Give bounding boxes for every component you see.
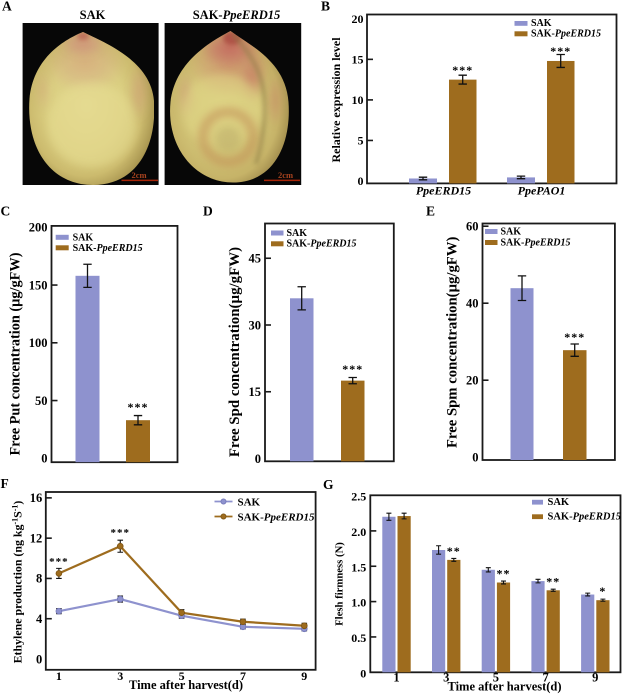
svg-text:SAK-PpeERD15: SAK-PpeERD15	[287, 239, 357, 250]
svg-text:SAK-PpeERD15: SAK-PpeERD15	[193, 8, 281, 22]
svg-text:F: F	[1, 476, 9, 491]
svg-text:***: ***	[452, 63, 473, 77]
svg-text:7: 7	[542, 671, 548, 685]
svg-text:15: 15	[249, 385, 262, 399]
svg-text:5: 5	[179, 669, 185, 683]
svg-text:*: *	[599, 584, 606, 598]
svg-text:***: ***	[342, 362, 363, 376]
svg-text:5: 5	[358, 133, 364, 147]
svg-text:16: 16	[30, 491, 43, 505]
svg-text:E: E	[426, 204, 435, 219]
svg-text:Free Put concentration (µg/gFW: Free Put concentration (µg/gFW)	[8, 252, 24, 455]
svg-text:PpePAO1: PpePAO1	[518, 184, 566, 198]
svg-text:12: 12	[30, 531, 43, 545]
svg-text:20: 20	[352, 12, 364, 26]
svg-text:4: 4	[36, 612, 43, 626]
svg-text:60: 60	[466, 220, 479, 234]
svg-text:1.0: 1.0	[351, 596, 366, 610]
svg-text:0: 0	[358, 174, 364, 188]
svg-text:Ethylene production (ng kg-1S-: Ethylene production (ng kg-1S-1)	[11, 501, 25, 664]
svg-text:2cm: 2cm	[278, 170, 293, 180]
svg-text:**: **	[447, 544, 461, 558]
svg-text:SAK-PpeERD15: SAK-PpeERD15	[548, 512, 622, 523]
svg-text:SAK: SAK	[531, 18, 552, 29]
svg-text:0.5: 0.5	[351, 631, 366, 645]
svg-text:***: ***	[564, 330, 585, 344]
svg-text:40: 40	[466, 297, 479, 311]
svg-text:8: 8	[36, 572, 42, 586]
svg-text:9: 9	[301, 669, 307, 683]
svg-text:30: 30	[249, 318, 262, 332]
svg-text:15: 15	[352, 52, 364, 66]
svg-text:D: D	[203, 204, 213, 219]
svg-text:3: 3	[117, 669, 123, 683]
svg-text:**: **	[497, 567, 511, 581]
svg-text:**: **	[546, 574, 560, 588]
svg-text:9: 9	[592, 671, 598, 685]
svg-text:150: 150	[29, 278, 48, 292]
svg-text:100: 100	[29, 336, 48, 350]
svg-text:Flesh firmness (N): Flesh firmness (N)	[334, 542, 346, 626]
svg-text:7: 7	[240, 669, 246, 683]
svg-text:SAK-PpeERD15: SAK-PpeERD15	[531, 28, 601, 39]
svg-text:***: ***	[550, 44, 571, 58]
svg-text:0: 0	[255, 452, 261, 466]
svg-text:20: 20	[466, 374, 479, 388]
svg-text:1: 1	[393, 671, 399, 685]
svg-text:200: 200	[29, 221, 48, 235]
svg-text:0: 0	[360, 666, 366, 680]
svg-text:***: ***	[128, 400, 149, 414]
svg-text:5: 5	[493, 671, 499, 685]
svg-text:10: 10	[352, 93, 364, 107]
svg-text:2.0: 2.0	[351, 525, 366, 539]
svg-text:SAK: SAK	[80, 8, 106, 22]
svg-text:50: 50	[35, 394, 48, 408]
svg-text:SAK-PpeERD15: SAK-PpeERD15	[501, 237, 571, 248]
svg-text:Time after harvest(d): Time after harvest(d)	[447, 680, 561, 694]
svg-text:Time after harvest(d): Time after harvest(d)	[129, 678, 243, 692]
svg-text:***: ***	[49, 556, 69, 568]
svg-text:1.5: 1.5	[351, 560, 366, 574]
svg-text:2cm: 2cm	[131, 170, 146, 180]
svg-text:B: B	[321, 0, 330, 14]
svg-text:Free Spd concentration(µg/gFW): Free Spd concentration(µg/gFW)	[227, 247, 243, 457]
svg-text:C: C	[1, 204, 11, 219]
svg-text:0: 0	[41, 452, 47, 466]
svg-text:A: A	[2, 0, 12, 14]
svg-text:Free Spm concentration(µg/gFW): Free Spm concentration(µg/gFW)	[445, 237, 461, 448]
svg-text:SAK: SAK	[238, 497, 261, 509]
svg-text:G: G	[323, 477, 334, 492]
svg-text:SAK: SAK	[287, 228, 308, 239]
svg-text:0: 0	[472, 451, 478, 465]
svg-text:1: 1	[56, 669, 62, 683]
svg-text:SAK: SAK	[548, 497, 570, 508]
svg-text:2.5: 2.5	[351, 490, 366, 504]
svg-text:45: 45	[249, 252, 262, 266]
svg-text:PpeERD15: PpeERD15	[416, 184, 471, 198]
svg-text:SAK-PpeERD15: SAK-PpeERD15	[238, 512, 316, 524]
svg-text:SAK-PpeERD15: SAK-PpeERD15	[73, 243, 143, 254]
svg-text:SAK: SAK	[73, 232, 94, 243]
svg-text:0: 0	[36, 652, 42, 666]
svg-text:***: ***	[111, 527, 131, 539]
svg-text:SAK: SAK	[501, 227, 522, 238]
svg-text:Relative expression level: Relative expression level	[329, 37, 343, 163]
svg-text:3: 3	[443, 671, 449, 685]
